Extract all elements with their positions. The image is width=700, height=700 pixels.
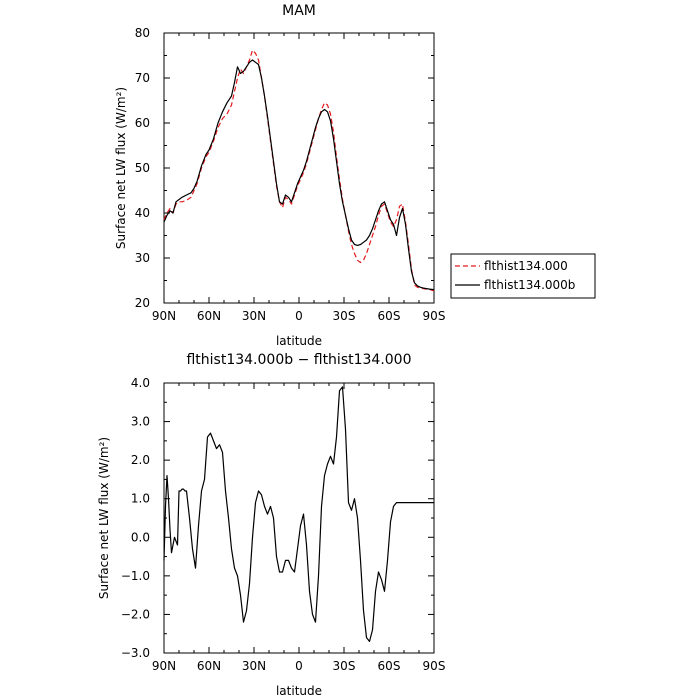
top-chart-frame	[163, 32, 435, 304]
y-tick-label: 1.0	[131, 492, 150, 506]
bottom-chart-frame	[163, 382, 435, 654]
x-tick-label: 90S	[423, 659, 446, 673]
x-tick-label: 30S	[333, 659, 356, 673]
y-tick-label: 0.0	[131, 530, 150, 544]
bottom-chart-ylabel: Surface net LW flux (W/m²)	[97, 437, 111, 599]
bottom-chart-xlabel: latitude	[276, 684, 322, 698]
bottom-series-line-1	[163, 386, 434, 643]
top-chart-xlabel: latitude	[276, 334, 322, 348]
y-tick-label: −2.0	[121, 607, 150, 621]
x-tick-label: 0	[295, 659, 303, 673]
x-tick-label: 60N	[197, 309, 221, 323]
top-chart-title: MAM	[282, 3, 316, 19]
x-tick-label: 90N	[152, 309, 176, 323]
legend-label-series-2: flthist134.000b	[484, 278, 575, 292]
bottom-chart-tick-labels: 90N 60N 30N 0 30S 60S 90S −3.0 −2.0 −1.0 0.0 1.0 2.0…	[121, 376, 446, 673]
top-chart-ticks	[163, 32, 435, 304]
y-tick-label: 4.0	[131, 376, 150, 390]
x-tick-label: 60N	[197, 659, 221, 673]
top-series-line-1	[163, 49, 435, 292]
top-chart-legend: flthist134.000 flthist134.000b	[450, 253, 596, 299]
bottom-chart-panel: flthist134.000b − flthist134.000 90N 60N 3…	[97, 352, 445, 698]
bottom-chart-ticks	[163, 382, 435, 654]
x-tick-label: 90N	[152, 659, 176, 673]
y-tick-label: −1.0	[121, 569, 150, 583]
y-tick-label: 50	[135, 161, 150, 175]
x-tick-label: 90S	[423, 309, 446, 323]
legend-label-series-1: flthist134.000	[484, 259, 568, 273]
bottom-chart-title: flthist134.000b − flthist134.000	[186, 352, 411, 368]
y-tick-label: −3.0	[121, 646, 150, 660]
y-tick-label: 70	[135, 71, 150, 85]
y-tick-label: 30	[135, 251, 150, 265]
y-tick-label: 80	[135, 26, 150, 40]
y-tick-label: 60	[135, 116, 150, 130]
x-tick-label: 60S	[378, 309, 401, 323]
x-tick-label: 30S	[333, 309, 356, 323]
x-tick-label: 30N	[242, 309, 266, 323]
top-chart-tick-labels: 90N 60N 30N 0 30S 60S 90S 20 30 40 50 60 70 80	[135, 26, 446, 323]
top-chart-ylabel: Surface net LW flux (W/m²)	[114, 87, 128, 249]
y-tick-label: 20	[135, 296, 150, 310]
x-tick-label: 60S	[378, 659, 401, 673]
y-tick-label: 40	[135, 206, 150, 220]
top-chart-series	[163, 49, 435, 292]
top-chart-panel: MAM 90N 60N 30N 0 30S 60S 90S 20 30 40 50 60 70 80 la…	[114, 3, 445, 348]
y-tick-label: 3.0	[131, 415, 150, 429]
y-tick-label: 2.0	[131, 453, 150, 467]
x-tick-label: 0	[295, 309, 303, 323]
legend-box	[450, 253, 596, 299]
x-tick-label: 30N	[242, 659, 266, 673]
top-series-line-2	[163, 59, 434, 291]
bottom-chart-series	[163, 386, 434, 643]
